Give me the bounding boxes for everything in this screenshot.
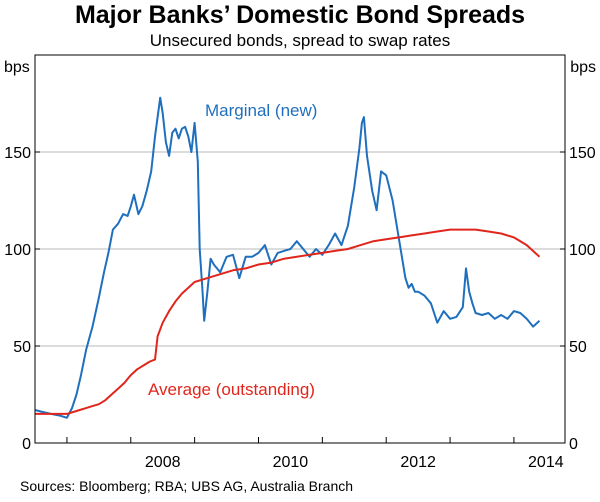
y-tick-label-right: 150 bbox=[569, 145, 596, 162]
y-tick-label-right: 50 bbox=[569, 339, 587, 356]
gridlines bbox=[35, 151, 565, 347]
series-line-average bbox=[35, 228, 541, 415]
x-tick-label: 2014 bbox=[528, 454, 564, 471]
chart-subtitle: Unsecured bonds, spread to swap rates bbox=[149, 31, 451, 50]
y-tick-label-left: 150 bbox=[4, 145, 31, 162]
source-note: Sources: Bloomberg; RBA; UBS AG, Austral… bbox=[20, 478, 354, 494]
series-lines bbox=[34, 96, 541, 419]
tick-marks bbox=[35, 151, 565, 444]
series-line-marginal bbox=[34, 96, 541, 419]
tick-labels: 0 0 50 50 100 100 150 150 2008 2010 2012 2014 bbox=[4, 145, 596, 471]
series-label-marginal: Marginal (new) bbox=[205, 101, 317, 120]
y-axis-unit-left: bps bbox=[4, 59, 30, 76]
y-tick-label-left: 100 bbox=[4, 242, 31, 259]
chart-title: Major Banks’ Domestic Bond Spreads bbox=[74, 1, 526, 29]
series-label-average: Average (outstanding) bbox=[148, 380, 315, 399]
x-tick-label: 2010 bbox=[273, 454, 309, 471]
x-tick-label: 2012 bbox=[400, 454, 436, 471]
y-tick-label-left: 0 bbox=[22, 436, 31, 453]
x-tick-label: 2008 bbox=[145, 454, 181, 471]
y-tick-label-right: 100 bbox=[569, 242, 596, 259]
y-axis-unit-right: bps bbox=[570, 59, 596, 76]
y-tick-label-left: 50 bbox=[13, 339, 31, 356]
y-tick-label-right: 0 bbox=[569, 436, 578, 453]
